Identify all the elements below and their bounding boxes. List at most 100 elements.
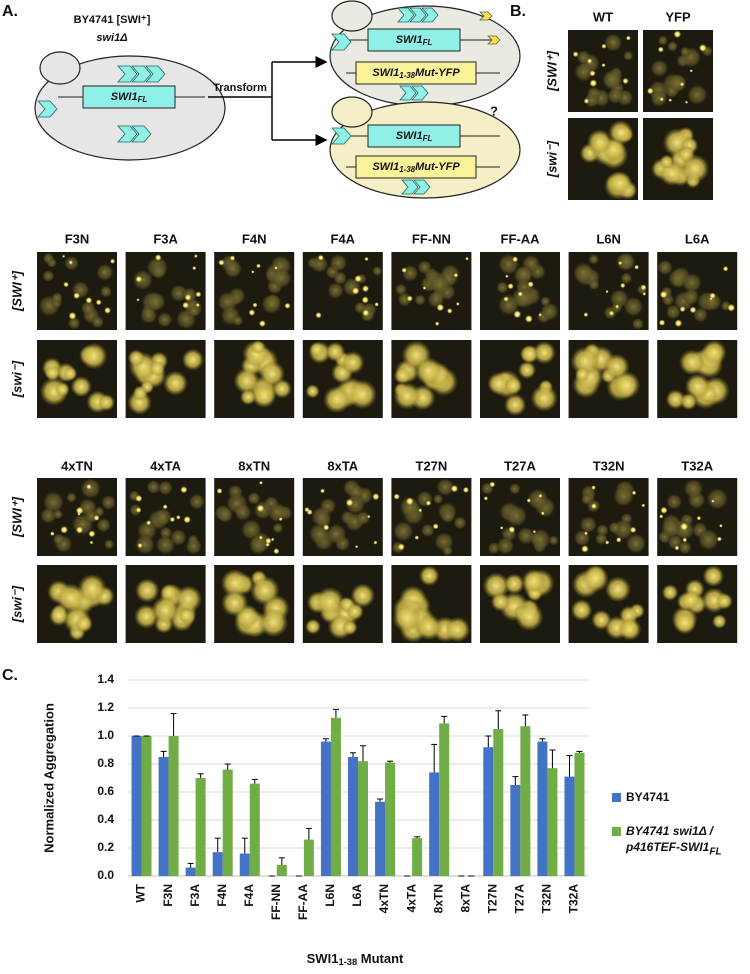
bar [520, 726, 531, 876]
bar [239, 853, 250, 876]
cell [715, 592, 733, 610]
cell [134, 534, 155, 555]
focus [689, 69, 693, 73]
bud [39, 51, 81, 85]
row-label: [swi⁻] [9, 585, 24, 623]
x-tick-label: T27A [513, 884, 527, 914]
micrograph [302, 252, 383, 330]
cell [429, 274, 451, 295]
micrograph [657, 478, 738, 556]
cell [305, 618, 321, 635]
cell [96, 263, 114, 281]
micrograph [657, 340, 738, 418]
focus [284, 302, 291, 309]
focus [679, 82, 685, 87]
micrograph [480, 252, 560, 330]
error-bar [241, 837, 248, 854]
cell [706, 487, 729, 510]
error-bar [566, 755, 573, 777]
cell [573, 529, 591, 547]
cell [680, 154, 710, 183]
focus [605, 540, 610, 545]
bar [574, 752, 585, 876]
legend-swatch [612, 793, 621, 802]
cell [678, 540, 692, 555]
text-part: 1-38 [338, 957, 357, 967]
text-part: 1-38 [399, 71, 415, 80]
row-label: [SWI⁺] [544, 50, 559, 92]
micrographs: WT YFP [SWI⁺] [swi⁻] F3N F3A F4N F4A FF-NN FF-AA L… [9, 9, 738, 643]
y-tick-label: 0.0 [97, 868, 114, 882]
cell [588, 253, 600, 265]
error-bar [495, 710, 502, 729]
cell [392, 520, 414, 542]
gene-label: SWI1FL [111, 91, 148, 104]
focus [304, 507, 310, 513]
cell [258, 607, 289, 638]
cell [579, 516, 597, 534]
text-part: Mut-YFP [415, 67, 460, 79]
focus [77, 512, 81, 516]
column-label: T27N [416, 458, 448, 473]
column-label: L6A [685, 231, 710, 246]
micrograph [391, 478, 472, 556]
x-tick-label: F3A [188, 884, 202, 907]
gene-label: SWI1FL [396, 34, 433, 47]
cell [271, 267, 292, 289]
cell [420, 523, 435, 538]
cell [233, 367, 260, 395]
cell [496, 281, 509, 294]
focus [658, 319, 666, 326]
focus [674, 545, 680, 551]
column-label: FF-AA [501, 231, 541, 246]
focus [251, 270, 255, 274]
cell [613, 485, 634, 507]
micrograph [568, 252, 649, 330]
cell [356, 510, 371, 526]
cell [505, 505, 528, 527]
x-tick-label: F3N [161, 884, 175, 907]
row-label: [swi⁻] [9, 360, 24, 398]
cell [503, 573, 525, 595]
micrograph [37, 252, 117, 330]
cell [157, 312, 173, 328]
focus [696, 515, 702, 521]
cell [686, 84, 708, 105]
focus [615, 304, 620, 309]
focus [85, 296, 93, 304]
focus [62, 254, 66, 258]
focus [73, 292, 80, 300]
cell [574, 61, 594, 82]
error-bar [539, 738, 546, 742]
focus [668, 98, 672, 102]
cell [129, 503, 142, 517]
cell [609, 289, 629, 309]
focus [229, 255, 236, 261]
cell [586, 129, 613, 155]
bar [222, 769, 233, 876]
question: ? [490, 103, 498, 118]
bar [249, 783, 260, 876]
text-part: SWI1 [372, 161, 399, 173]
micrograph [125, 565, 206, 643]
cell [261, 293, 282, 315]
cell [415, 613, 442, 641]
focus [432, 523, 439, 530]
error-bar [160, 750, 167, 757]
gene-label: SWI11-38Mut-YFP [372, 67, 460, 80]
focus [581, 545, 589, 553]
micrograph [568, 118, 638, 200]
gene-label: SWI11-38Mut-YFP [372, 161, 460, 174]
cell [673, 611, 697, 635]
focus [406, 295, 413, 302]
focus [110, 258, 116, 264]
focus [434, 321, 440, 326]
gene-box [367, 28, 461, 52]
cell [584, 92, 600, 108]
cell [145, 291, 166, 312]
focus [641, 503, 646, 508]
cell [509, 483, 521, 495]
focus [605, 290, 609, 294]
focus [591, 485, 596, 490]
column-label: L6N [596, 231, 621, 246]
